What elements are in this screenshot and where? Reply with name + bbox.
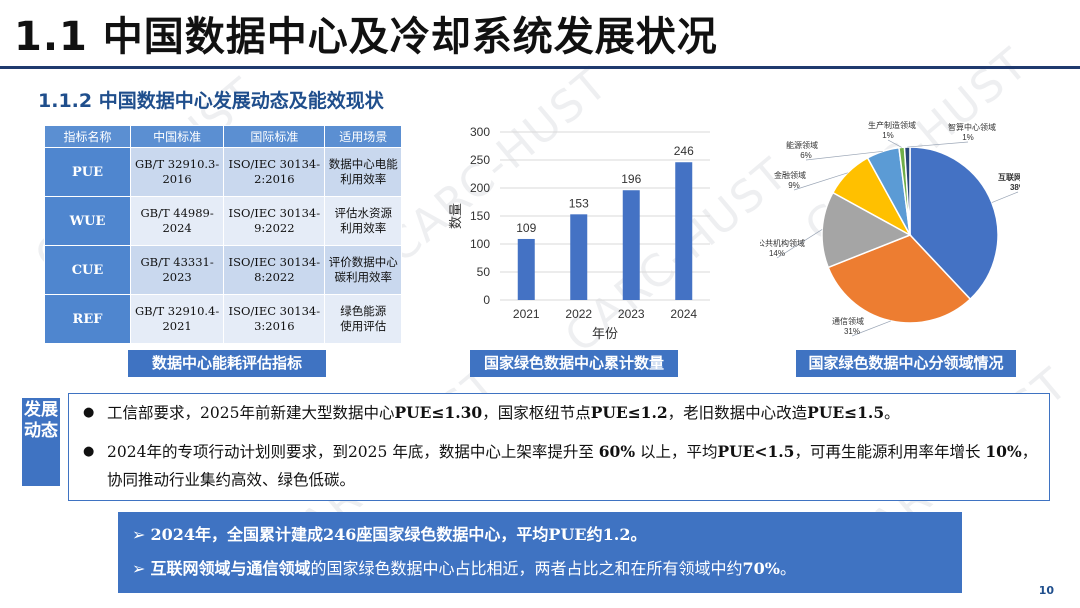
page-number: 10 [1038, 584, 1054, 597]
metric-name-cell: REF [44, 294, 131, 344]
slice-percent: 1% [882, 131, 894, 140]
metric-name-cell: CUE [44, 245, 131, 295]
cn-standard-cell: GB/T 43331- 2023 [129, 245, 225, 295]
slice-label: 金融领域 [774, 170, 806, 180]
bar-chart-caption: 国家绿色数据中心累计数量 [470, 350, 678, 377]
y-tick-label: 150 [470, 209, 490, 223]
slice-percent: 1% [962, 133, 974, 142]
bullet-icon: ● [83, 405, 95, 420]
intl-standard-cell: ISO/IEC 30134- 2:2016 [223, 147, 326, 197]
table-header: 国际标准 [223, 125, 326, 148]
arrow-icon: ➢ [132, 525, 151, 544]
bar [570, 214, 588, 300]
summary-box: ➢ 2024年，全国累计建成246座国家绿色数据中心，平均PUE约1.2。 ➢ … [118, 512, 962, 593]
leader-line [805, 150, 883, 161]
metric-name-cell: WUE [44, 196, 131, 246]
slice-label: 通信领域 [832, 316, 864, 326]
cn-standard-cell: GB/T 44989- 2024 [129, 196, 225, 246]
metric-name-cell: PUE [44, 147, 131, 197]
dynamics-text: 2024年的专项行动计划则要求，到2025 年底，数据中心上架率提升至 60% … [107, 442, 1038, 489]
leader-line [991, 191, 1019, 203]
scenario-cell: 评估水资源 利用效率 [324, 196, 402, 246]
x-axis-label: 年份 [592, 327, 618, 342]
arrow-icon: ➢ [132, 559, 151, 578]
table-caption: 数据中心能耗评估指标 [128, 350, 326, 377]
dynamics-label: 发展动态 [22, 398, 60, 486]
standards-table: 指标名称 中国标准 国际标准 适用场景 PUE GB/T 32910.3- 2016… [44, 125, 402, 344]
bar [675, 162, 693, 300]
slice-percent: 14% [769, 249, 785, 258]
pie-chart-caption: 国家绿色数据中心分领域情况 [796, 350, 1016, 377]
y-tick-label: 250 [470, 153, 490, 167]
data-label: 246 [674, 144, 694, 158]
slice-label: 生产制造领域 [868, 120, 916, 130]
x-tick-label: 2022 [565, 307, 592, 321]
intl-standard-cell: ISO/IEC 30134- 3:2016 [223, 294, 326, 344]
slice-label: 公共机构领域 [760, 238, 805, 248]
scenario-cell: 数据中心电能 利用效率 [324, 147, 402, 197]
table-row: CUE GB/T 43331- 2023 ISO/IEC 30134- 8:2022 评价… [44, 245, 402, 295]
x-tick-label: 2021 [513, 307, 540, 321]
data-label: 196 [621, 172, 641, 186]
slice-percent: 31% [844, 327, 860, 336]
leader-line [776, 229, 823, 259]
y-tick-label: 200 [470, 181, 490, 195]
table-row: WUE GB/T 44989- 2024 ISO/IEC 30134- 9:2022 评估… [44, 196, 402, 246]
pie-slice [909, 146, 999, 301]
slice-percent: 6% [800, 151, 812, 160]
intl-standard-cell: ISO/IEC 30134- 8:2022 [223, 245, 326, 295]
data-label: 109 [516, 221, 536, 235]
y-axis-label: 数量 [449, 203, 464, 229]
slice-percent: 38% [1010, 183, 1020, 192]
slice-label: 互联网领域 [998, 172, 1020, 182]
section-subtitle: 1.1.2 中国数据中心发展动态及能效现状 [38, 90, 384, 112]
dynamics-item: ● 工信部要求，2025年前新建大型数据中心PUE≤1.30，国家枢纽节点PUE… [83, 399, 1043, 427]
x-tick-label: 2024 [670, 307, 697, 321]
leader-line [851, 320, 891, 337]
y-tick-label: 50 [477, 265, 491, 279]
table-row: PUE GB/T 32910.3- 2016 ISO/IEC 30134- 2:2016… [44, 147, 402, 197]
table-header: 中国标准 [129, 125, 225, 148]
bullet-icon: ● [83, 444, 95, 459]
y-tick-label: 0 [483, 293, 490, 307]
summary-text: 互联网领域与通信领域的国家绿色数据中心占比相近，两者占比之和在所有领域中约70%… [150, 559, 797, 578]
scenario-cell: 绿色能源 使用评估 [324, 294, 402, 344]
summary-row: ➢ 2024年，全国累计建成246座国家绿色数据中心，平均PUE约1.2。 [132, 518, 962, 552]
table-header: 适用场景 [324, 125, 402, 148]
table-header: 指标名称 [44, 125, 131, 148]
leader-line [793, 172, 848, 191]
scenario-cell: 评价数据中心 碳利用效率 [324, 245, 402, 295]
leader-line [887, 139, 902, 148]
leader-line [907, 141, 969, 148]
y-tick-label: 100 [470, 237, 490, 251]
page-title: 1.1 中国数据中心及冷却系统发展状况 [14, 14, 718, 60]
dynamics-box: ● 工信部要求，2025年前新建大型数据中心PUE≤1.30，国家枢纽节点PUE… [68, 393, 1050, 501]
slice-label: 能源领域 [786, 140, 818, 150]
cn-standard-cell: GB/T 32910.4- 2021 [129, 294, 225, 344]
bar [517, 238, 535, 300]
cn-standard-cell: GB/T 32910.3- 2016 [129, 147, 225, 197]
data-label: 153 [569, 196, 589, 210]
intl-standard-cell: ISO/IEC 30134- 9:2022 [223, 196, 326, 246]
dynamics-text: 工信部要求，2025年前新建大型数据中心PUE≤1.30，国家枢纽节点PUE≤1… [107, 403, 900, 422]
x-tick-label: 2023 [618, 307, 645, 321]
y-tick-label: 300 [470, 125, 490, 139]
title-divider [0, 66, 1080, 69]
slice-percent: 9% [788, 181, 800, 190]
dynamics-item: ● 2024年的专项行动计划则要求，到2025 年底，数据中心上架率提升至 60… [83, 438, 1043, 494]
summary-row: ➢ 互联网领域与通信领域的国家绿色数据中心占比相近，两者占比之和在所有领域中约7… [132, 552, 962, 586]
summary-text: 2024年，全国累计建成246座国家绿色数据中心，平均PUE约1.2。 [150, 525, 647, 544]
green-dc-count-bar-chart: 0 50 100 150 200 250 300 109 2021 153 2022 196 2023 2… [449, 125, 710, 342]
pie-slice [827, 234, 972, 324]
bar [622, 190, 640, 300]
slice-label: 智算中心领域 [948, 122, 996, 132]
table-row: REF GB/T 32910.4- 2021 ISO/IEC 30134- 3:2016… [44, 294, 402, 344]
